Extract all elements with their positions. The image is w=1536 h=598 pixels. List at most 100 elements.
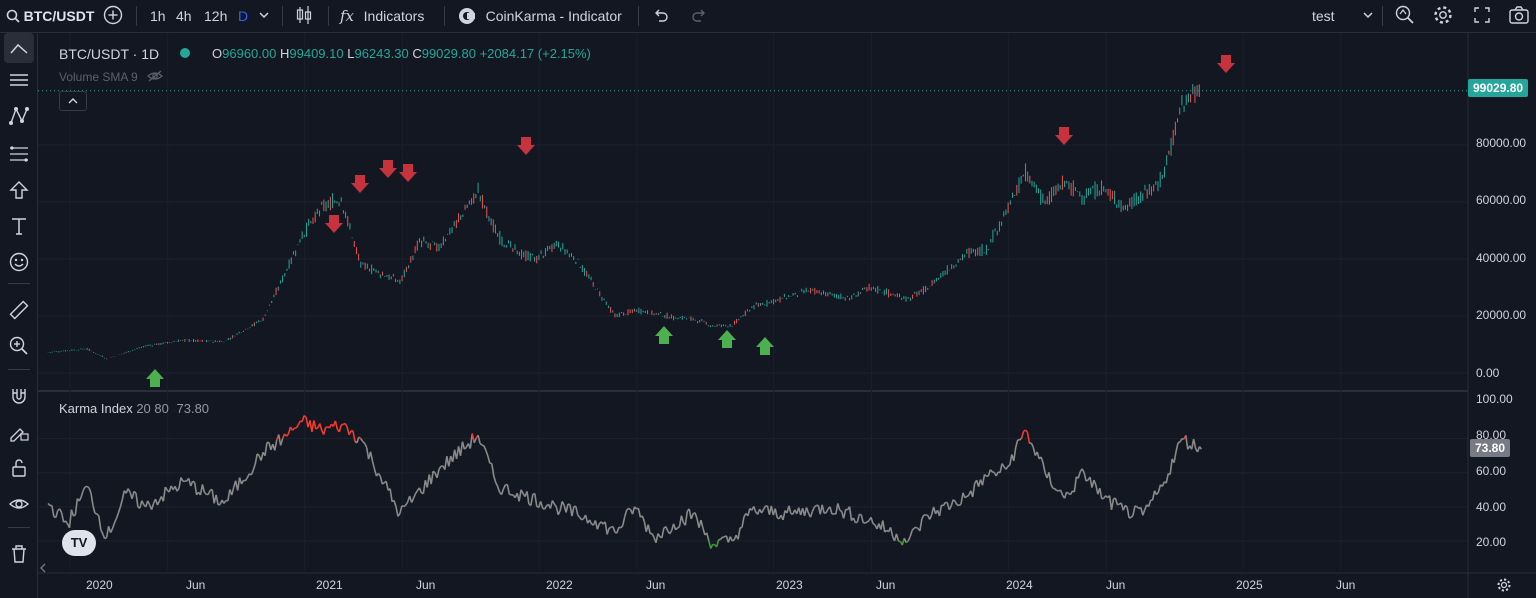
karma-line-segment (534, 493, 538, 507)
karma-line-segment (909, 530, 913, 537)
karma-line-segment (203, 491, 207, 495)
karma-line-segment (1192, 439, 1197, 449)
lines-tool[interactable] (4, 65, 34, 95)
karma-line-segment (322, 427, 327, 435)
karma-line-segment (341, 423, 344, 426)
horizontal-lines-icon (10, 74, 28, 86)
compare-symbol-button[interactable] (102, 4, 126, 28)
tradingview-logo[interactable]: TV (62, 530, 96, 556)
hide-drawings[interactable] (4, 489, 34, 519)
karma-line-segment (1114, 497, 1119, 505)
karma-line-segment (657, 533, 661, 538)
layout-dropdown[interactable] (1362, 0, 1374, 32)
template-label: CoinKarma - Indicator (485, 8, 622, 24)
karma-line-segment (719, 536, 724, 540)
karma-line-segment (469, 433, 474, 449)
redo-button[interactable] (690, 0, 708, 32)
karma-line-segment (189, 480, 194, 487)
karma-line-segment (285, 433, 290, 437)
zoom-tool[interactable] (4, 331, 34, 361)
snapshot-button[interactable] (1508, 0, 1530, 32)
karma-line-segment (1054, 488, 1058, 492)
time-tick: Jun (416, 578, 436, 592)
karma-legend: Karma Index 20 80 73.80 (59, 401, 209, 416)
symbol-search[interactable]: BTC/USDT (6, 0, 94, 32)
karma-line-segment (346, 426, 350, 435)
remove-drawings[interactable] (4, 539, 34, 569)
interval-4h[interactable]: 4h (176, 8, 192, 24)
karma-line-segment (113, 518, 118, 524)
candlestick-icon (296, 6, 312, 24)
collapse-legend-button[interactable] (59, 91, 87, 111)
karma-line-segment (672, 523, 677, 530)
karma-line-segment (1024, 429, 1029, 433)
karma-line-segment (942, 502, 947, 506)
karma-line-segment (921, 514, 925, 520)
zoom-in-icon (9, 336, 28, 355)
interval-1h[interactable]: 1h (150, 8, 166, 24)
karma-line-segment (325, 426, 328, 429)
karma-line-segment (559, 501, 563, 511)
time-settings-button[interactable] (1496, 577, 1512, 596)
chevron-up-icon (68, 98, 78, 104)
indicators-button[interactable]: fx Indicators (340, 0, 424, 32)
emoji-tool[interactable] (4, 247, 34, 277)
layout-name[interactable]: test (1312, 8, 1335, 24)
fib-tool[interactable] (4, 139, 34, 169)
karma-line-segment (73, 514, 76, 517)
karma-line-segment (254, 453, 258, 465)
karma-line-segment (90, 493, 94, 506)
interval-1d[interactable]: D (238, 8, 249, 24)
karma-line-segment (700, 519, 704, 529)
stay-in-drawing-mode[interactable] (4, 417, 34, 447)
karma-line-segment (872, 522, 876, 526)
price-tick: 40000.00 (1476, 251, 1527, 265)
magnifier-zoom-icon (1395, 5, 1414, 24)
magnet-icon (12, 389, 26, 404)
karma-line-segment (581, 517, 585, 521)
chart-canvas[interactable] (38, 33, 1536, 598)
karma-line-segment (1155, 491, 1160, 496)
karma-line-segment (299, 420, 303, 423)
coinkarma-logo-icon (459, 8, 475, 24)
karma-line-segment (715, 539, 720, 548)
karma-line-segment (557, 510, 561, 516)
karma-line-segment (156, 500, 161, 506)
karma-line-segment (621, 516, 626, 526)
hidden-eye-toggle[interactable] (146, 69, 164, 86)
karma-name: Karma Index (59, 401, 133, 416)
undo-button[interactable] (652, 0, 670, 32)
lock-drawings[interactable] (4, 453, 34, 483)
karma-line-segment (1177, 441, 1181, 444)
karma-line-segment (506, 484, 511, 495)
pattern-tool[interactable] (4, 101, 34, 131)
market-status-dot (180, 48, 190, 58)
quick-search-button[interactable] (1394, 0, 1416, 32)
chart-type-button[interactable] (294, 0, 314, 32)
time-tick: 2025 (1236, 578, 1263, 592)
settings-button[interactable] (1432, 0, 1454, 32)
karma-line-segment (51, 505, 55, 517)
karma-line-segment (543, 505, 548, 510)
karma-line-segment (655, 533, 659, 543)
magnet-tool[interactable] (4, 381, 34, 411)
interval-dropdown[interactable] (258, 0, 270, 32)
karma-line-segment (363, 443, 368, 448)
fullscreen-button[interactable] (1472, 0, 1492, 32)
karma-line-segment (684, 511, 689, 526)
collapse-toolbar-button[interactable] (38, 561, 48, 575)
cursor-tool[interactable] (4, 33, 34, 63)
text-tool[interactable] (4, 211, 34, 241)
indicator-template-button[interactable]: CoinKarma - Indicator (458, 0, 622, 32)
interval-12h[interactable]: 12h (204, 8, 228, 24)
karma-line-segment (553, 503, 557, 508)
karma-line-segment (631, 506, 636, 515)
arrow-tool[interactable] (4, 175, 34, 205)
time-tick: Jun (1336, 578, 1356, 592)
change-value: +2084.17 (+2.15%) (479, 46, 591, 61)
close-label: C (412, 46, 422, 61)
measure-tool[interactable] (4, 295, 34, 325)
price-tick: 80000.00 (1476, 136, 1527, 150)
karma-line-segment (477, 435, 481, 444)
karma-line-segment (518, 489, 522, 502)
